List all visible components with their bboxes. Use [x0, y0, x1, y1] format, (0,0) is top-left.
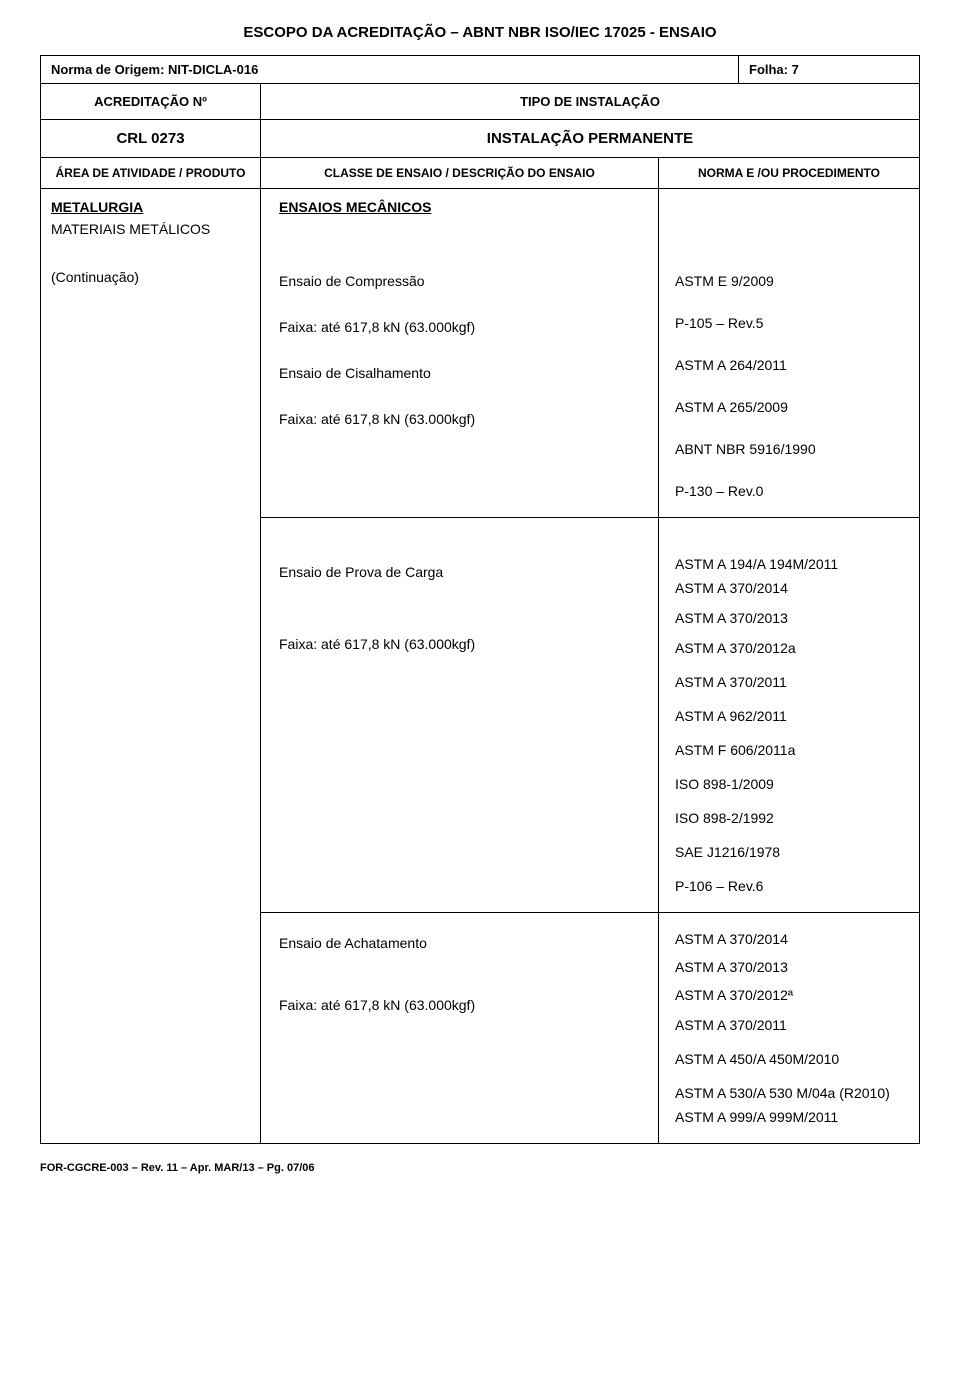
block3-right-2: ASTM A 370/2012ª	[675, 987, 909, 1003]
block2-right-2: ASTM A 370/2013	[675, 610, 909, 626]
block3-right-1: ASTM A 370/2013	[675, 959, 909, 975]
block1-mid-0: Ensaio de Compressão	[279, 273, 648, 289]
block3-right-4: ASTM A 450/A 450M/2010	[675, 1051, 909, 1067]
block3-wrap: Ensaio de Achatamento Faixa: até 617,8 k…	[261, 912, 919, 1143]
block2-right-10: P-106 – Rev.6	[675, 878, 909, 894]
block2-right-7: ISO 898-1/2009	[675, 776, 909, 792]
block3-right: ASTM A 370/2014 ASTM A 370/2013 ASTM A 3…	[659, 913, 919, 1143]
sheet-number: Folha: 7	[739, 56, 919, 83]
block1-right-2: ASTM A 264/2011	[675, 357, 909, 373]
block1-right-1: P-105 – Rev.5	[675, 315, 909, 331]
block2-mid-1: Faixa: até 617,8 kN (63.000kgf)	[279, 636, 648, 652]
block2-right-4: ASTM A 370/2011	[675, 674, 909, 690]
block2-right-0: ASTM A 194/A 194M/2011	[675, 556, 909, 572]
block1-right: ASTM E 9/2009 P-105 – Rev.5 ASTM A 264/2…	[659, 189, 919, 517]
meta-row: Norma de Origem: NIT-DICLA-016 Folha: 7	[41, 56, 919, 84]
block2-mid: Ensaio de Prova de Carga Faixa: até 617,…	[261, 518, 659, 912]
block2-mid-0: Ensaio de Prova de Carga	[279, 564, 648, 580]
block3-right-3: ASTM A 370/2011	[675, 1017, 909, 1033]
block1-mid-2: Ensaio de Cisalhamento	[279, 365, 648, 381]
block1-right-4: ABNT NBR 5916/1990	[675, 441, 909, 457]
block2-right-1: ASTM A 370/2014	[675, 580, 909, 596]
doc-title: ESCOPO DA ACREDITAÇÃO – ABNT NBR ISO/IEC…	[40, 24, 920, 41]
block3-right-6: ASTM A 999/A 999M/2011	[675, 1109, 909, 1125]
block1-mid: ENSAIOS MECÂNICOS Ensaio de Compressão F…	[261, 189, 659, 517]
accred-no-label: ACREDITAÇÃO Nº	[41, 84, 261, 120]
col2-header: CLASSE DE ENSAIO / DESCRIÇÃO DO ENSAIO	[261, 158, 659, 188]
block3-mid-1: Faixa: até 617,8 kN (63.000kgf)	[279, 997, 648, 1013]
col3-header: NORMA E /OU PROCEDIMENTO	[659, 158, 919, 188]
block3-mid: Ensaio de Achatamento Faixa: até 617,8 k…	[261, 913, 659, 1143]
crl-code: CRL 0273	[41, 120, 261, 158]
area-line1: METALURGIA	[51, 199, 250, 215]
header-grid: ACREDITAÇÃO Nº TIPO DE INSTALAÇÃO CRL 02…	[41, 84, 919, 158]
footer-text: FOR-CGCRE-003 – Rev. 11 – Apr. MAR/13 – …	[40, 1162, 920, 1174]
block3-right-5: ASTM A 530/A 530 M/04a (R2010)	[675, 1085, 909, 1101]
class-header: ENSAIOS MECÂNICOS	[279, 199, 648, 215]
origin-norm: Norma de Origem: NIT-DICLA-016	[41, 56, 739, 83]
block2-right-8: ISO 898-2/1992	[675, 810, 909, 826]
outer-border: Norma de Origem: NIT-DICLA-016 Folha: 7 …	[40, 55, 920, 1144]
block2-right-5: ASTM A 962/2011	[675, 708, 909, 724]
install-type-label: TIPO DE INSTALAÇÃO	[261, 84, 919, 120]
block3-right-0: ASTM A 370/2014	[675, 931, 909, 947]
block1-right-5: P-130 – Rev.0	[675, 483, 909, 499]
block1-mid-3: Faixa: até 617,8 kN (63.000kgf)	[279, 411, 648, 427]
area-line3: (Continuação)	[51, 269, 250, 285]
block1-mid-1: Faixa: até 617,8 kN (63.000kgf)	[279, 319, 648, 335]
install-value: INSTALAÇÃO PERMANENTE	[261, 120, 919, 158]
block2-right-9: SAE J1216/1978	[675, 844, 909, 860]
block1-right-0: ASTM E 9/2009	[675, 273, 909, 289]
block2-right-3: ASTM A 370/2012a	[675, 640, 909, 656]
col1-header: ÁREA DE ATIVIDADE / PRODUTO	[41, 158, 261, 188]
block2-right-6: ASTM F 606/2011a	[675, 742, 909, 758]
block2-wrap: Ensaio de Prova de Carga Faixa: até 617,…	[261, 517, 919, 912]
block2-right: ASTM A 194/A 194M/2011 ASTM A 370/2014 A…	[659, 518, 919, 912]
column-headers: ÁREA DE ATIVIDADE / PRODUTO CLASSE DE EN…	[41, 158, 919, 189]
area-line2: MATERIAIS METÁLICOS	[51, 221, 250, 237]
block1-right-3: ASTM A 265/2009	[675, 399, 909, 415]
body-grid: METALURGIA MATERIAIS METÁLICOS (Continua…	[41, 189, 919, 1143]
area-column: METALURGIA MATERIAIS METÁLICOS (Continua…	[41, 189, 261, 1143]
block3-mid-0: Ensaio de Achatamento	[279, 935, 648, 951]
